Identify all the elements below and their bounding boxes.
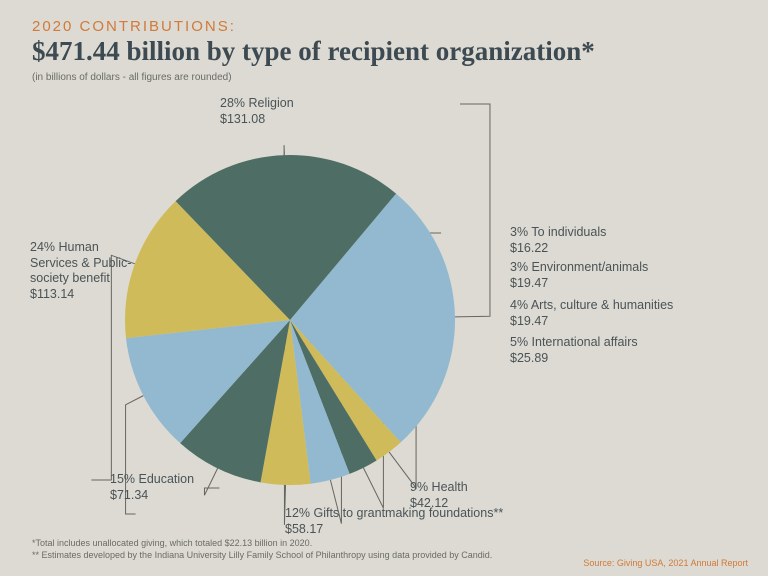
slice-label: 3% To individuals$16.22 xyxy=(510,225,606,256)
slice-label: 3% Environment/animals$19.47 xyxy=(510,260,648,291)
infographic-page: 2020 CONTRIBUTIONS: $471.44 billion by t… xyxy=(0,0,768,576)
slice-label: 12% Gifts to grantmaking foundations**$5… xyxy=(285,506,503,537)
slice-label: 5% International affairs$25.89 xyxy=(510,335,638,366)
slice-label: 28% Religion$131.08 xyxy=(220,96,340,127)
footnote-2: ** Estimates developed by the Indiana Un… xyxy=(32,550,492,560)
slice-label: 24% Human Services & Public-society bene… xyxy=(30,240,150,303)
slice-label: 15% Education$71.34 xyxy=(110,472,230,503)
footnote-1: *Total includes unallocated giving, whic… xyxy=(32,538,312,548)
source-credit: Source: Giving USA, 2021 Annual Report xyxy=(583,558,748,568)
slice-label: 4% Arts, culture & humanities$19.47 xyxy=(510,298,673,329)
leader-line xyxy=(455,104,490,317)
